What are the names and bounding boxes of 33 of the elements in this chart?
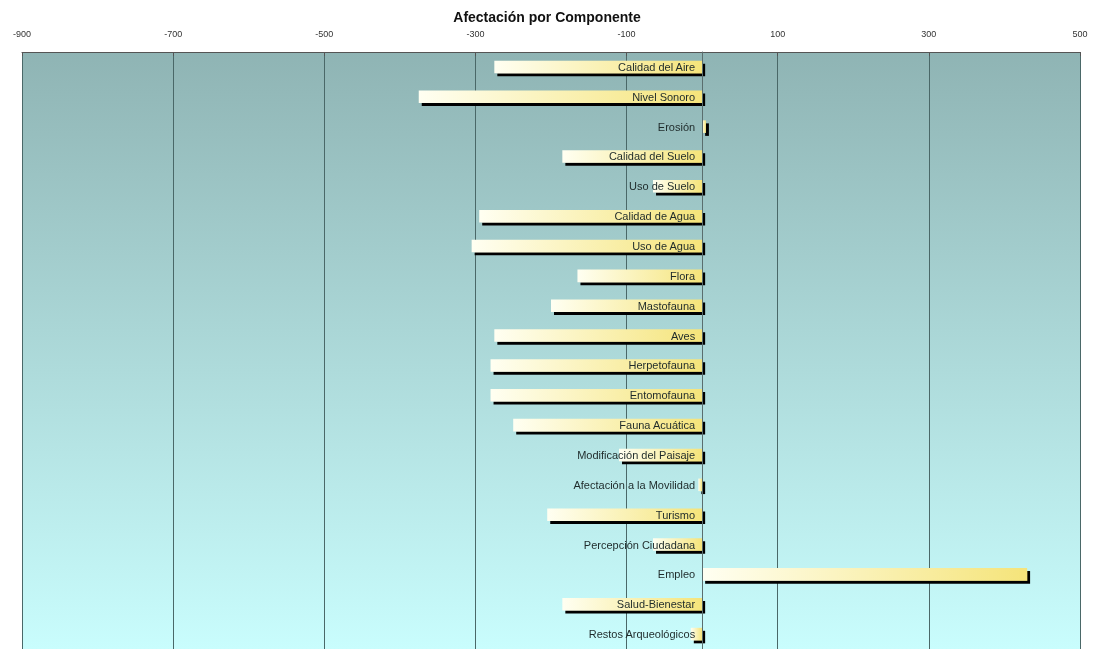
y-tick-label: Herpetofauna [628, 359, 697, 372]
y-tick-label: Fauna Acuática [619, 419, 697, 432]
x-tick-label: -700 [164, 28, 183, 39]
x-tick-label: -900 [12, 28, 32, 39]
bar [494, 329, 703, 342]
x-tick-label: 100 [770, 28, 786, 39]
x-tick-label: 500 [1072, 28, 1088, 39]
y-tick-label: Flora [670, 269, 697, 282]
y-tick-label: Uso de Agua [632, 240, 697, 253]
bar [547, 508, 703, 521]
x-tick-label: -100 [617, 28, 636, 39]
y-tick-label: Empleo [657, 568, 696, 581]
bar [490, 359, 703, 372]
y-tick-label: Calidad del Aire [618, 60, 696, 73]
y-tick-label: Calidad del Suelo [608, 150, 696, 163]
y-tick-label: Turismo [655, 508, 696, 521]
y-tick-label: Nivel Sonoro [632, 90, 696, 103]
y-tick-label: Mastofauna [637, 299, 697, 312]
y-tick-label: Aves [670, 329, 696, 342]
x-tick-label: -300 [466, 28, 485, 39]
x-tick-label: -500 [315, 28, 334, 39]
y-tick-label: Modificación del Paisaje [577, 448, 696, 461]
y-tick-label: Erosión [657, 120, 696, 133]
bar [702, 568, 1028, 581]
y-tick-label: Calidad de Agua [614, 210, 697, 223]
x-tick-label: 300 [921, 28, 937, 39]
chart-title: Afectación por Componente [453, 9, 641, 25]
bar [698, 478, 703, 492]
y-tick-label: Uso de Suelo [629, 180, 696, 193]
y-tick-label: Entomofauna [629, 389, 697, 402]
y-tick-label: Afectación a la Movilidad [573, 478, 696, 491]
bar [490, 389, 703, 402]
y-tick-label: Salud-Bienestar [616, 598, 696, 611]
